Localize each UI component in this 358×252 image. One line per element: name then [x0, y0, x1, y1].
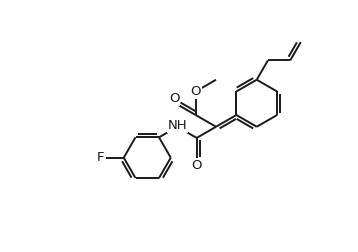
Text: O: O	[169, 92, 179, 105]
Text: O: O	[190, 85, 201, 98]
Text: NH: NH	[168, 119, 187, 132]
Text: F: F	[97, 151, 105, 164]
Text: O: O	[192, 159, 202, 172]
